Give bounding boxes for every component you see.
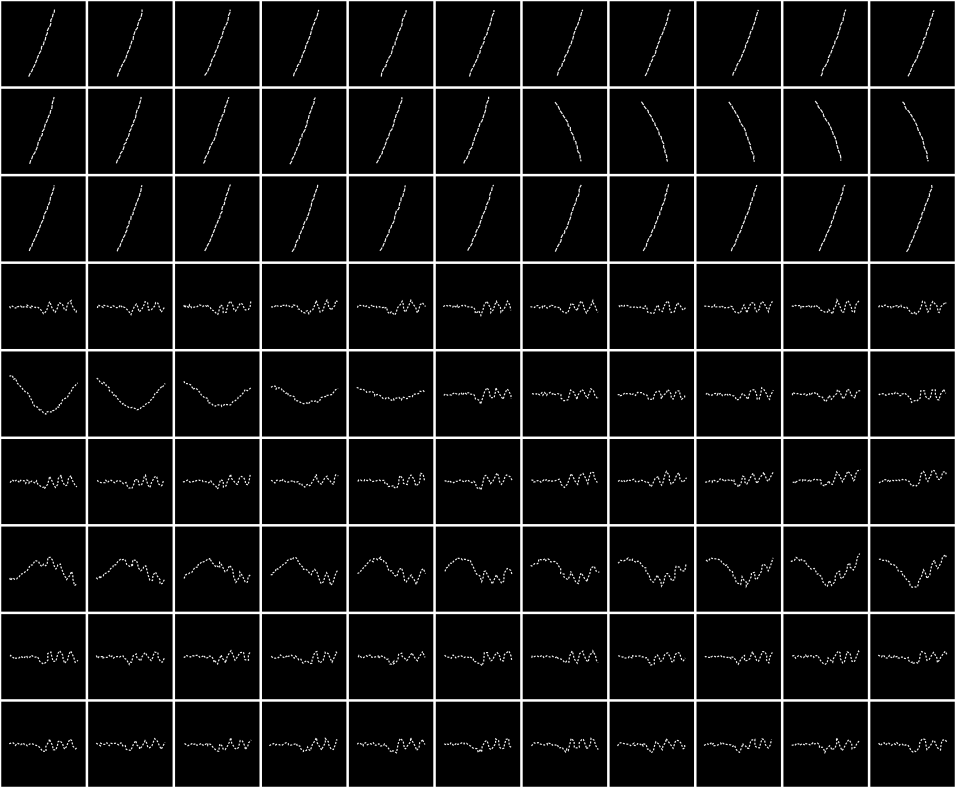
tile (783, 527, 867, 612)
tile (870, 176, 954, 261)
tile (783, 89, 867, 174)
tile (436, 176, 520, 261)
tile (870, 1, 954, 86)
tile (1, 527, 85, 612)
tile (349, 614, 433, 699)
tile (610, 176, 694, 261)
tile (262, 702, 346, 787)
tile (1, 89, 85, 174)
tile (610, 351, 694, 436)
tile (783, 351, 867, 436)
tile (175, 527, 259, 612)
tile (783, 264, 867, 349)
tile (523, 89, 607, 174)
tile (436, 264, 520, 349)
tile (610, 702, 694, 787)
tile (697, 702, 781, 787)
tile (1, 351, 85, 436)
tile (870, 527, 954, 612)
tile (523, 1, 607, 86)
tile (697, 89, 781, 174)
tile (697, 527, 781, 612)
tile (349, 264, 433, 349)
tile-grid (0, 0, 956, 788)
tile (436, 1, 520, 86)
tile (262, 1, 346, 86)
tile (175, 702, 259, 787)
tile (88, 351, 172, 436)
tile (523, 176, 607, 261)
tile (697, 614, 781, 699)
tile (88, 702, 172, 787)
tile (349, 351, 433, 436)
tile (523, 264, 607, 349)
tile (610, 527, 694, 612)
tile (697, 176, 781, 261)
tile (349, 1, 433, 86)
tile (870, 702, 954, 787)
tile (349, 89, 433, 174)
tile (175, 1, 259, 86)
tile (783, 1, 867, 86)
tile (349, 176, 433, 261)
tile (697, 351, 781, 436)
tile (262, 614, 346, 699)
tile (870, 89, 954, 174)
tile (523, 527, 607, 612)
tile (262, 176, 346, 261)
tile (88, 439, 172, 524)
tile (610, 1, 694, 86)
tile (175, 439, 259, 524)
tile (88, 1, 172, 86)
tile (610, 89, 694, 174)
tile (175, 351, 259, 436)
tile (349, 527, 433, 612)
tile (175, 176, 259, 261)
tile (1, 614, 85, 699)
tile (523, 702, 607, 787)
tile (88, 264, 172, 349)
tile (436, 351, 520, 436)
tile (349, 439, 433, 524)
tile (783, 614, 867, 699)
tile (697, 1, 781, 86)
tile (88, 527, 172, 612)
tile (870, 614, 954, 699)
tile (262, 351, 346, 436)
tile (783, 176, 867, 261)
